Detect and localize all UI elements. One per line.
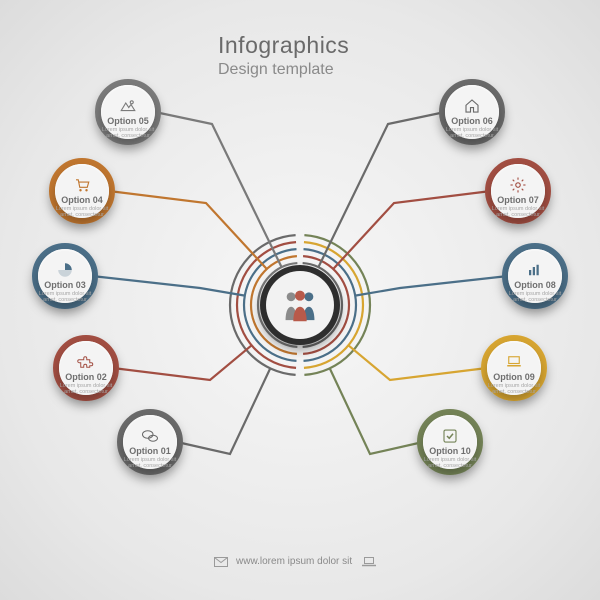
mountain-icon <box>119 97 137 115</box>
node-label: Option 10 <box>429 446 471 456</box>
laptop-icon <box>505 353 523 371</box>
check-icon <box>441 427 459 445</box>
node-desc: Lorem ipsum dolor sitamet, consectetur <box>492 206 545 219</box>
option-node-04: Option 04Lorem ipsum dolor sitamet, cons… <box>49 158 115 224</box>
node-desc: Lorem ipsum dolor sitamet, consectetur <box>102 127 155 140</box>
node-label: Option 05 <box>107 116 149 126</box>
node-label: Option 08 <box>514 280 556 290</box>
mail-icon <box>214 557 228 567</box>
node-desc: Lorem ipsum dolor sitamet, consectetur <box>488 383 541 396</box>
node-label: Option 06 <box>451 116 493 126</box>
node-label: Option 07 <box>497 195 539 205</box>
node-desc: Lorem ipsum dolor sitamet, consectetur <box>446 127 499 140</box>
node-label: Option 09 <box>493 372 535 382</box>
home-icon <box>463 97 481 115</box>
node-label: Option 01 <box>129 446 171 456</box>
gear-icon <box>509 176 527 194</box>
node-desc: Lorem ipsum dolor sitamet, consectetur <box>509 291 562 304</box>
option-node-02: Option 02Lorem ipsum dolor sitamet, cons… <box>53 335 119 401</box>
center-people-icon <box>280 289 320 321</box>
cart-icon <box>73 176 91 194</box>
puzzle-icon <box>77 353 95 371</box>
option-node-03: Option 03Lorem ipsum dolor sitamet, cons… <box>32 243 98 309</box>
chat-icon <box>141 427 159 445</box>
footer-text: www.lorem ipsum dolor sit <box>236 556 352 567</box>
option-node-10: Option 10Lorem ipsum dolor sitamet, cons… <box>417 409 483 475</box>
node-desc: Lorem ipsum dolor sitamet, consectetur <box>424 457 477 470</box>
footer-credit: www.lorem ipsum dolor sit <box>214 556 376 567</box>
node-label: Option 03 <box>44 280 86 290</box>
node-label: Option 04 <box>61 195 103 205</box>
node-label: Option 02 <box>65 372 107 382</box>
option-node-05: Option 05Lorem ipsum dolor sitamet, cons… <box>95 79 161 145</box>
option-node-09: Option 09Lorem ipsum dolor sitamet, cons… <box>481 335 547 401</box>
option-node-08: Option 08Lorem ipsum dolor sitamet, cons… <box>502 243 568 309</box>
node-desc: Lorem ipsum dolor sitamet, consectetur <box>60 383 113 396</box>
option-node-06: Option 06Lorem ipsum dolor sitamet, cons… <box>439 79 505 145</box>
node-desc: Lorem ipsum dolor sitamet, consectetur <box>39 291 92 304</box>
laptop-icon <box>362 557 376 567</box>
pie-icon <box>56 261 74 279</box>
option-node-01: Option 01Lorem ipsum dolor sitamet, cons… <box>117 409 183 475</box>
bars-icon <box>526 261 544 279</box>
node-desc: Lorem ipsum dolor sitamet, consectetur <box>124 457 177 470</box>
node-desc: Lorem ipsum dolor sitamet, consectetur <box>56 206 109 219</box>
option-node-07: Option 07Lorem ipsum dolor sitamet, cons… <box>485 158 551 224</box>
